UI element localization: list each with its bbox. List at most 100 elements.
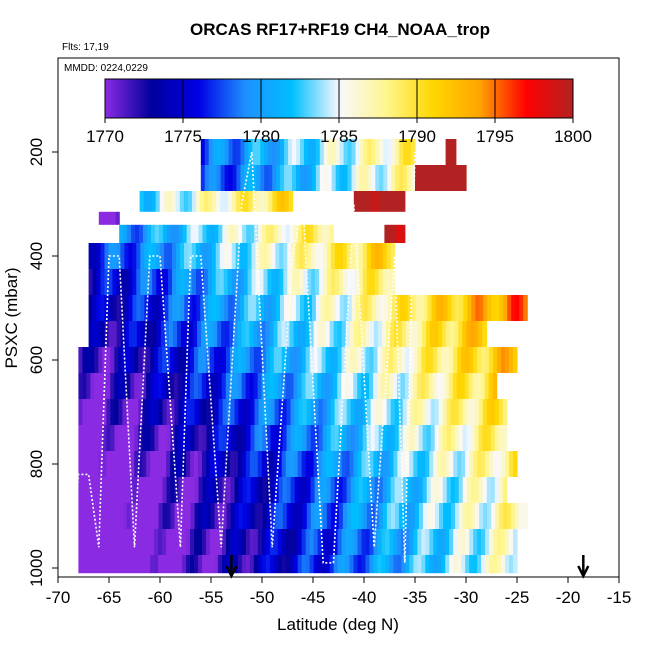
- heatmap-cell: [110, 451, 115, 477]
- heatmap-cell: [365, 529, 371, 555]
- heatmap-cell: [377, 191, 382, 212]
- heatmap-cell: [183, 191, 189, 212]
- heatmap-cell: [182, 224, 188, 243]
- heatmap-cell: [511, 503, 516, 529]
- heatmap-cell: [158, 224, 164, 243]
- heatmap-cell: [389, 555, 394, 574]
- heatmap-cell: [446, 399, 452, 425]
- heatmap-cell: [292, 165, 297, 191]
- heatmap-cell: [86, 373, 91, 399]
- heatmap-cell: [442, 165, 447, 191]
- heatmap-cell: [230, 477, 236, 503]
- heatmap-cell: [345, 451, 351, 477]
- heatmap-cell: [209, 529, 215, 555]
- heatmap-cell: [331, 165, 337, 191]
- heatmap-cell: [478, 477, 484, 503]
- heatmap-cell: [474, 399, 480, 425]
- heatmap-cell: [393, 555, 398, 574]
- heatmap-cell: [218, 503, 224, 529]
- heatmap-cell: [502, 425, 508, 451]
- heatmap-cell: [426, 425, 432, 451]
- heatmap-cell: [160, 321, 166, 347]
- heatmap-cell: [347, 139, 353, 165]
- heatmap-cell: [401, 224, 406, 243]
- heatmap-cell: [119, 224, 124, 243]
- heatmap-cell: [118, 399, 124, 425]
- heatmap-cell: [191, 243, 197, 269]
- heatmap-cell: [249, 555, 255, 574]
- heatmap-cell: [329, 224, 334, 243]
- heatmap-cell: [249, 347, 255, 373]
- heatmap-cell: [108, 269, 114, 295]
- heatmap-cell: [439, 295, 445, 321]
- heatmap-cell: [234, 503, 240, 529]
- heatmap-cell: [209, 373, 215, 399]
- heatmap-cell: [146, 399, 152, 425]
- heatmap-cell: [140, 243, 145, 269]
- heatmap-cell: [406, 425, 412, 451]
- heatmap-cell: [242, 425, 248, 451]
- heatmap-cell: [94, 399, 100, 425]
- heatmap-cell: [334, 503, 340, 529]
- heatmap-cell: [329, 529, 335, 555]
- heatmap-cell: [178, 503, 184, 529]
- heatmap-cell: [430, 399, 436, 425]
- heatmap-cell: [174, 347, 179, 373]
- heatmap-cell: [370, 477, 376, 503]
- heatmap-cell: [118, 529, 123, 555]
- heatmap-cell: [246, 425, 252, 451]
- heatmap-cell: [102, 529, 107, 555]
- heatmap-cell: [406, 503, 412, 529]
- heatmap-cell: [206, 425, 212, 451]
- heatmap-cell: [228, 165, 234, 191]
- heatmap-cell: [473, 451, 478, 477]
- x-axis: -70 -65 -60 -55 -50 -45 -40 -35 -30 -25 -20 -15: [46, 577, 631, 607]
- heatmap-cell: [86, 425, 92, 451]
- heatmap-cell: [454, 321, 459, 347]
- heatmap-cell: [421, 451, 426, 477]
- heatmap-cell: [106, 529, 111, 555]
- heatmap-cell: [142, 477, 148, 503]
- heatmap-cell: [401, 451, 406, 477]
- heatmap-cell: [98, 425, 104, 451]
- heatmap-cell: [498, 399, 504, 425]
- heatmap-cell: [206, 399, 212, 425]
- heatmap-cell: [402, 477, 408, 503]
- heatmap-cell: [358, 243, 364, 269]
- heatmap-cell: [381, 555, 387, 574]
- heatmap-cell: [90, 555, 95, 574]
- heatmap-cell: [154, 425, 160, 451]
- heatmap-cell: [172, 243, 177, 269]
- heatmap-cell: [289, 529, 295, 555]
- y-tick-label: 200: [27, 138, 46, 166]
- heatmap-cell: [234, 477, 240, 503]
- heatmap-cell: [387, 165, 392, 191]
- heatmap-cell: [138, 555, 143, 574]
- heatmap-cell: [92, 269, 98, 295]
- heatmap-cell: [290, 503, 296, 529]
- heatmap-cell: [183, 269, 189, 295]
- heatmap-cell: [189, 321, 194, 347]
- heatmap-cell: [319, 139, 325, 165]
- heatmap-cell: [400, 191, 406, 212]
- heatmap-cell: [313, 529, 319, 555]
- heatmap-cell: [279, 269, 284, 295]
- heatmap-cell: [315, 269, 320, 295]
- heatmap-cell: [466, 425, 472, 451]
- heatmap-cell: [122, 555, 127, 574]
- heatmap-cell: [488, 373, 494, 399]
- heatmap-cell: [215, 243, 221, 269]
- heatmap-cell: [339, 139, 345, 165]
- heatmap-cell: [231, 243, 237, 269]
- heatmap-cell: [228, 191, 233, 212]
- heatmap-cell: [403, 295, 409, 321]
- heatmap-cell: [385, 373, 390, 399]
- heatmap-cell: [198, 425, 204, 451]
- heatmap-cell: [234, 399, 240, 425]
- heatmap-cell: [366, 243, 372, 269]
- heatmap-cell: [114, 503, 120, 529]
- heatmap-cell: [217, 529, 223, 555]
- heatmap-cell: [461, 555, 466, 574]
- heatmap-cell: [158, 347, 163, 373]
